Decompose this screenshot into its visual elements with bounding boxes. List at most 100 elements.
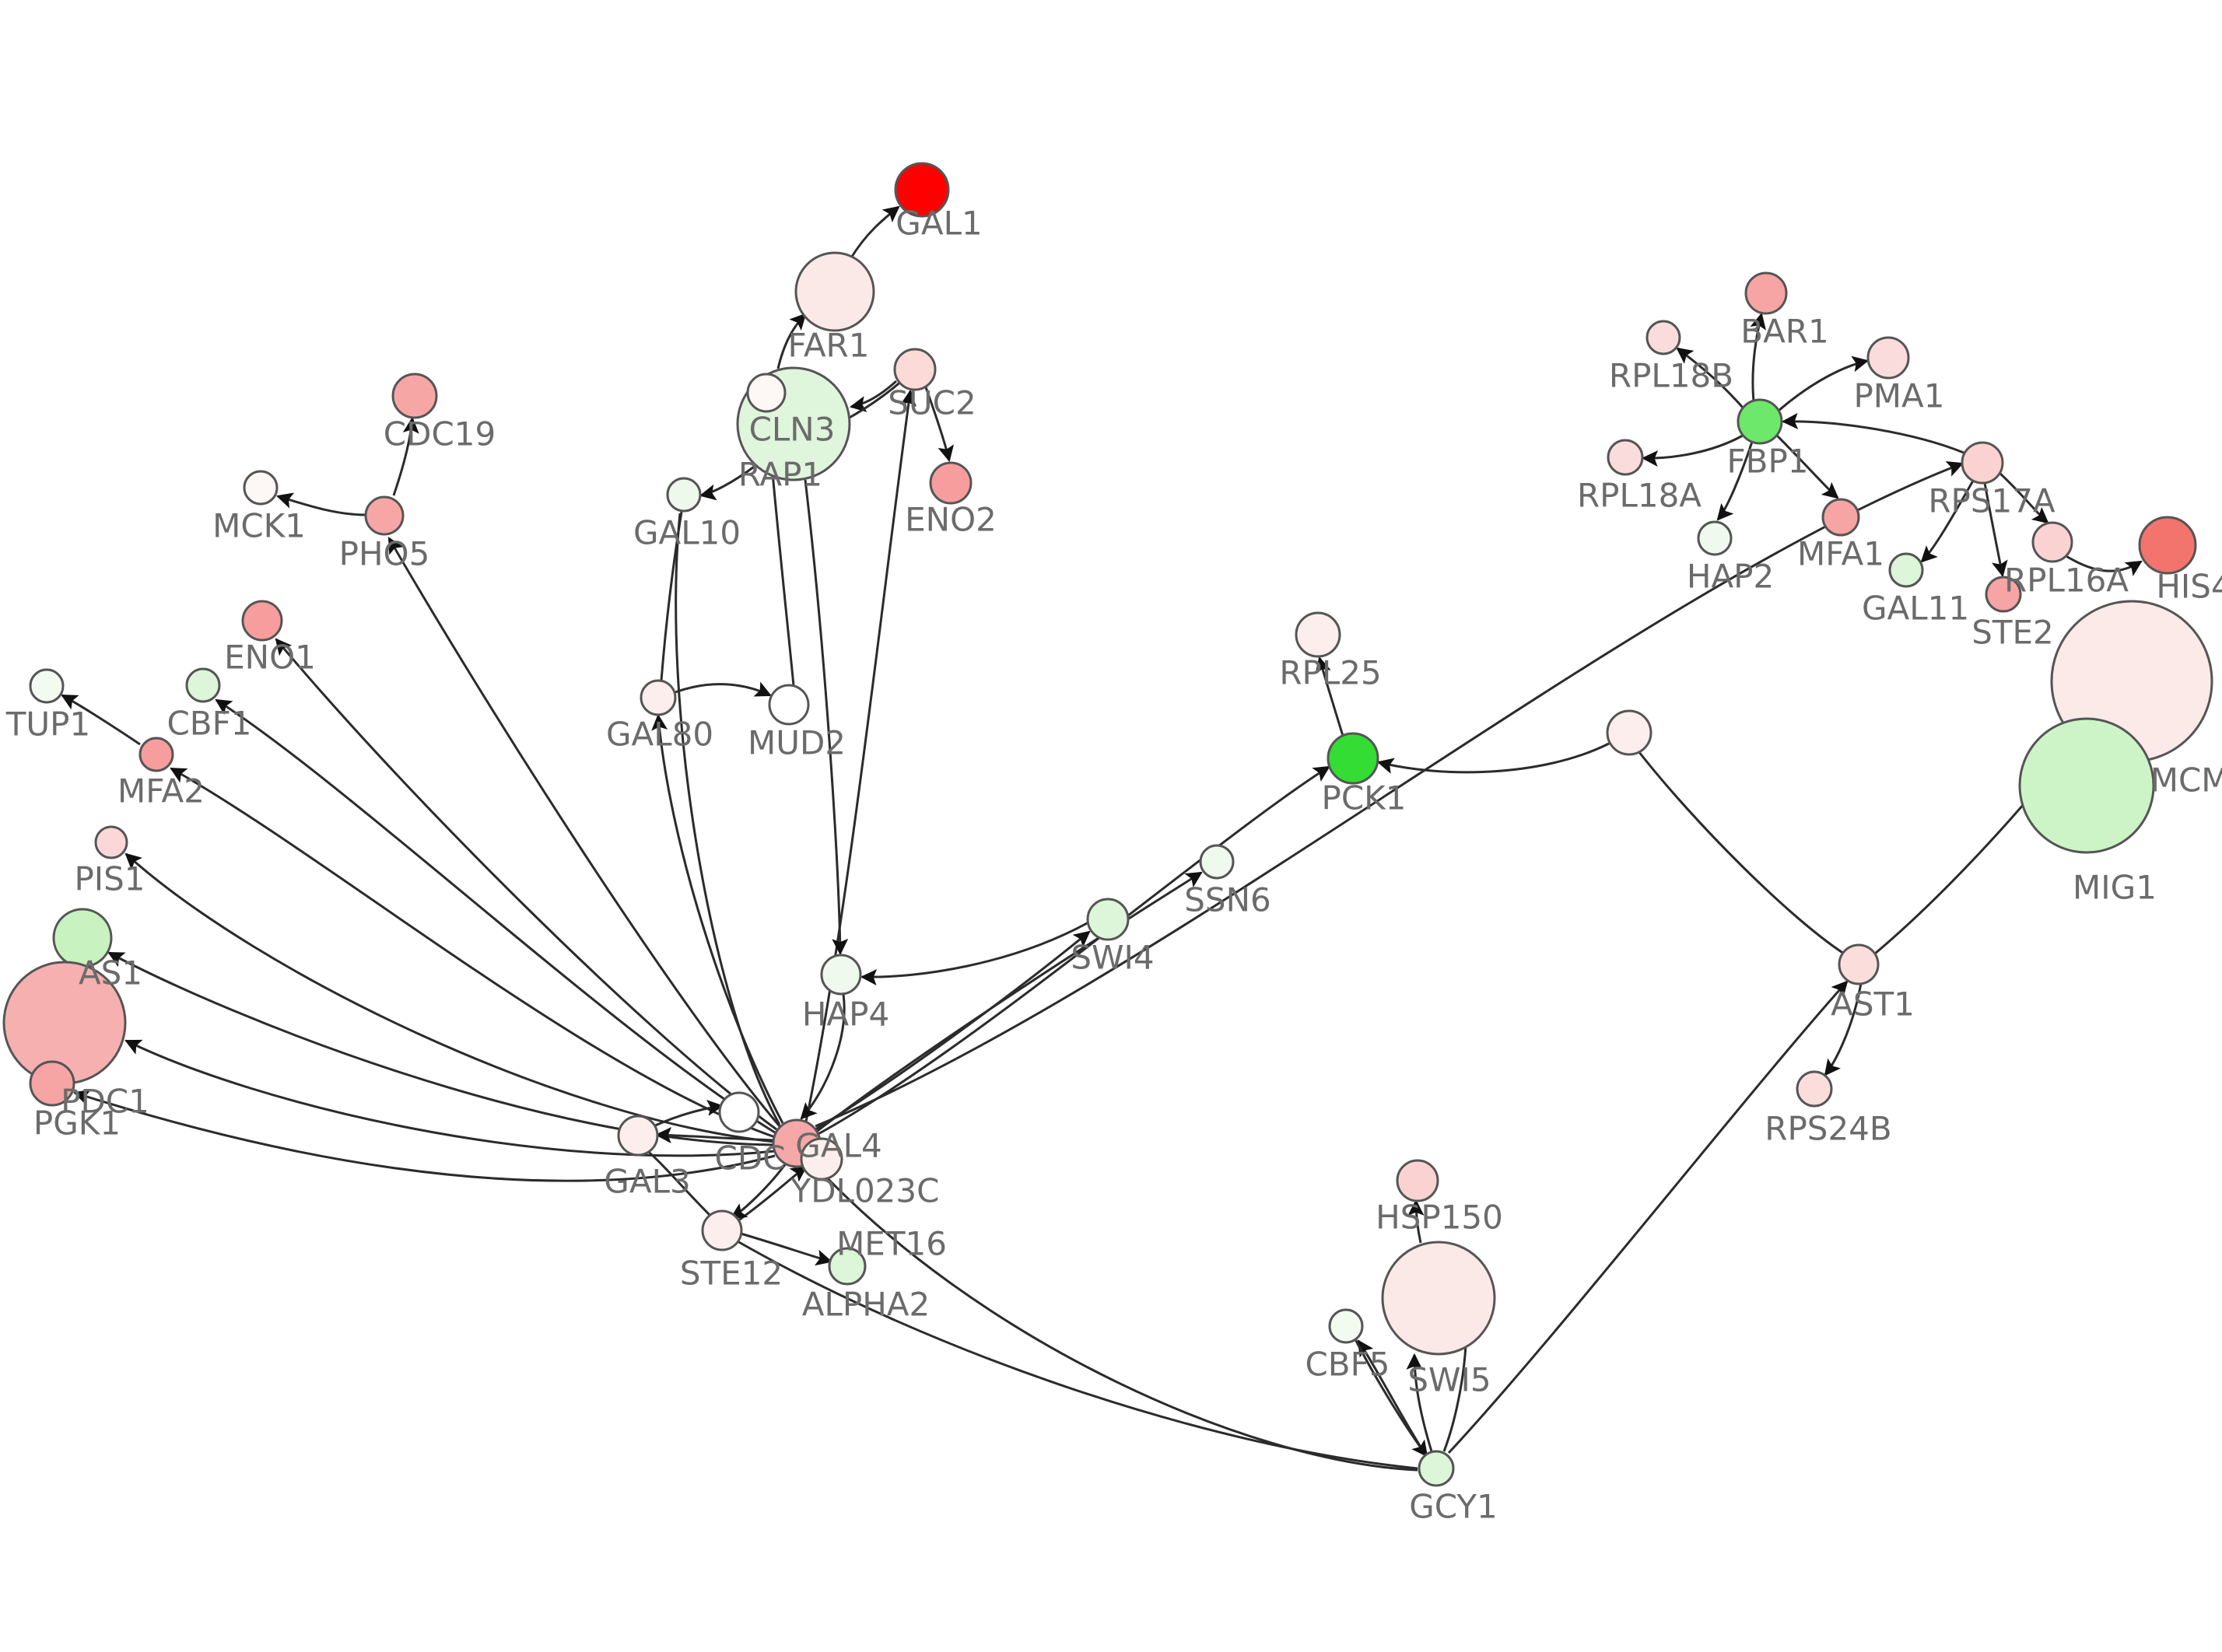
edge-mfa2-to-tup1 <box>61 694 141 746</box>
gene-node-rpl18a[interactable] <box>1607 439 1644 476</box>
gene-node-his4[interactable] <box>2138 516 2197 575</box>
gene-label-cbf1: CBF1 <box>166 705 251 743</box>
gene-node-mck1[interactable] <box>243 470 279 506</box>
gene-label-eno1: ENO1 <box>224 639 316 677</box>
gene-node-bar1[interactable] <box>1744 271 1788 315</box>
gene-node-rpl18b[interactable] <box>1645 320 1681 355</box>
gene-node-hap4[interactable] <box>820 954 862 996</box>
gene-label-cdc19: CDC19 <box>384 415 496 453</box>
edge-ste12-to-gal3 <box>645 1148 711 1216</box>
gene-node-pgk1[interactable] <box>29 1060 75 1107</box>
edges-layer <box>61 205 2143 1472</box>
gene-node-eno2[interactable] <box>929 461 973 505</box>
gene-node-rap1[interactable] <box>746 373 787 413</box>
gene-label-cln3: CLN3 <box>749 411 836 449</box>
edge-gal4-to-gal3 <box>654 1127 776 1144</box>
edge-ast1-to-rps24b <box>1824 982 1863 1076</box>
gene-node-gal10[interactable] <box>666 477 702 513</box>
gene-node-cdc19[interactable] <box>391 373 438 419</box>
gene-node-pho5[interactable] <box>364 495 405 536</box>
edge-cln3-to-gal10 <box>699 464 757 501</box>
edge-gal4-to-pgk1 <box>72 1089 776 1182</box>
gene-label-gal1: GAL1 <box>895 205 982 243</box>
edge-ste12-to-alpha2 <box>740 1232 833 1266</box>
gene-label-far1: FAR1 <box>788 327 870 365</box>
gene-node-mig1[interactable] <box>2018 717 2155 854</box>
gene-label-mck1: MCK1 <box>212 507 306 545</box>
gene-label-gal11: GAL11 <box>1862 590 1969 628</box>
edge-gal4-to-mfa2 <box>170 767 776 1139</box>
edge-swi5-to-hsp150 <box>1407 1199 1425 1244</box>
edge-swi4-to-hap4 <box>860 921 1089 986</box>
gene-label-pis1: PIS1 <box>74 860 145 898</box>
gene-label-mcm1: MCM1 <box>2150 761 2222 800</box>
edge-gal4-to-gal80 <box>651 713 784 1124</box>
gene-node-gcy1[interactable] <box>1418 1450 1455 1487</box>
gene-node-cbf5[interactable] <box>1328 1308 1364 1344</box>
gene-node-gal80[interactable] <box>640 679 677 716</box>
gene-node-mfa2[interactable] <box>138 737 174 772</box>
gene-label-mfa2: MFA2 <box>117 772 205 810</box>
gene-node-rpl16a[interactable] <box>2031 521 2073 563</box>
gene-node-swi4[interactable] <box>1086 898 1130 941</box>
gene-node-cbf1[interactable] <box>185 667 221 703</box>
edge-fbp1-to-bar1 <box>1750 312 1766 402</box>
gene-node-mfa1[interactable] <box>1821 498 1860 537</box>
gene-label-rps17a: RPS17A <box>1928 482 2056 520</box>
edge-swi5-to-gcy1 <box>1442 1345 1467 1452</box>
edge-gal4-to-rps17a <box>815 461 1964 1128</box>
edge-gal3-to-cdc <box>653 1099 724 1128</box>
gene-node-mud2[interactable] <box>768 684 810 726</box>
gene-node-rps24b[interactable] <box>1796 1070 1833 1108</box>
gene-node-ste2[interactable] <box>1985 576 2022 613</box>
gene-node-gal1[interactable] <box>894 162 950 218</box>
gene-label-bar1: BAR1 <box>1740 313 1828 351</box>
edge-gal4-to-gcy1 <box>808 1157 1418 1472</box>
edge-pho5-to-cdc19 <box>392 416 419 496</box>
gene-node-rps17a[interactable] <box>1961 441 2004 485</box>
gene-node-eno1[interactable] <box>241 600 283 642</box>
gene-node-pis1[interactable] <box>94 825 128 859</box>
gene-node-alpha2[interactable] <box>828 1247 867 1286</box>
gene-node-far1[interactable] <box>794 251 875 332</box>
gene-label-pdc1: PDC1 <box>61 1083 149 1121</box>
gene-node-suc2[interactable] <box>893 348 937 391</box>
gene-node-fbp1[interactable] <box>1737 398 1783 445</box>
gene-node-rpl25[interactable] <box>1295 611 1341 658</box>
gene-node-gal11[interactable] <box>1888 552 1924 588</box>
edge-pck1-to-rpl25 <box>1315 656 1344 737</box>
gene-node-gal3[interactable] <box>617 1115 659 1157</box>
gene-label-ste2: STE2 <box>1971 614 2054 652</box>
gene-node-pma1[interactable] <box>1866 336 1910 380</box>
gene-label-gcy1: GCY1 <box>1409 1488 1498 1526</box>
gene-label-pgk1: PGK1 <box>33 1104 121 1143</box>
gene-label-swi4: SWI4 <box>1071 939 1154 977</box>
gene-label-cbf5: CBF5 <box>1305 1346 1390 1384</box>
gene-label-fbp1: FBP1 <box>1726 443 1808 481</box>
gene-label-pma1: PMA1 <box>1853 377 1944 415</box>
gene-node-hsp150[interactable] <box>1396 1159 1439 1202</box>
gene-node-cdc[interactable] <box>718 1091 760 1133</box>
gene-node-ssn6[interactable] <box>1199 844 1235 880</box>
edge-hap4-to-gal4 <box>800 993 846 1120</box>
edge-rpl16a-to-his4 <box>2064 554 2143 576</box>
gene-node-ast1[interactable] <box>1838 943 1880 985</box>
gene-node-tup1[interactable] <box>29 668 65 704</box>
edge-gal4-to-eno1 <box>275 638 777 1131</box>
gene-node-node_x[interactable] <box>1606 709 1652 756</box>
gene-label-rpl16a: RPL16A <box>2004 562 2129 600</box>
gene-node-ste12[interactable] <box>701 1209 743 1251</box>
gene-label-rps24b: RPS24B <box>1765 1110 1891 1148</box>
gene-node-pck1[interactable] <box>1327 732 1379 785</box>
gene-node-swi5[interactable] <box>1381 1241 1496 1356</box>
edge-gal4-to-pdc1 <box>124 1039 776 1157</box>
gene-label-gal3: GAL3 <box>604 1163 690 1201</box>
edge-gcy1-to-ast1 <box>1447 980 1849 1454</box>
edge-ste12-to-gcy1 <box>737 1240 1418 1470</box>
gene-node-ydl023c[interactable] <box>800 1137 843 1181</box>
gene-node-hap2[interactable] <box>1697 520 1733 556</box>
gene-label-hsp150: HSP150 <box>1376 1199 1503 1237</box>
gene-label-pck1: PCK1 <box>1322 779 1407 817</box>
